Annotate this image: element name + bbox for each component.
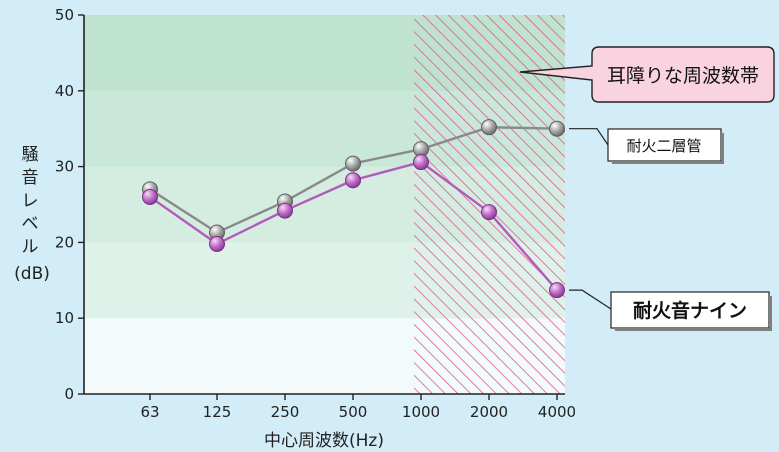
legend-series-1-box xyxy=(607,128,722,162)
legend-series-2-box xyxy=(610,291,770,329)
legend-series-2-shadow xyxy=(615,328,772,331)
y-axis-unit: (dB) xyxy=(14,264,50,284)
x-tick-label: 63 xyxy=(140,403,159,421)
x-tick-label: 250 xyxy=(271,403,300,421)
y-tick-label: 10 xyxy=(55,309,74,327)
y-tick-label: 0 xyxy=(64,385,74,403)
x-tick-label: 500 xyxy=(339,403,368,421)
legend-series-1: 耐火二層管 xyxy=(569,128,724,164)
y-axis-title-char: 騒 xyxy=(22,145,39,165)
data-point xyxy=(549,282,565,299)
legend-series-2-pointer xyxy=(569,289,612,310)
y-tick-label: 50 xyxy=(55,6,74,24)
legend-series-1-shadow xyxy=(721,133,724,164)
band-callout-label: 耳障りな周波数帯 xyxy=(607,65,759,87)
data-point xyxy=(549,120,565,137)
y-axis-title-char: ル xyxy=(22,237,39,257)
y-axis-title-char: レ xyxy=(22,191,39,211)
x-tick-label: 1000 xyxy=(402,403,440,421)
y-tick-label: 40 xyxy=(55,82,74,100)
tick-labels: 0 10 20 30 40 50 63 125 250 500 1000 2000 4000 xyxy=(55,6,576,421)
y-axis-title-char: 音 xyxy=(22,168,39,188)
y-tick-label: 20 xyxy=(55,233,74,251)
series-layer xyxy=(142,119,565,299)
data-point xyxy=(209,235,225,252)
y-axis-title-char: ベ xyxy=(22,214,39,234)
data-point xyxy=(413,154,429,171)
x-tick-label: 4000 xyxy=(538,403,576,421)
x-axis-title: 中心周波数(Hz) xyxy=(264,431,384,451)
legend-series-2-label: 耐火音ナイン xyxy=(633,299,747,322)
legend-series-1-shadow xyxy=(612,161,724,164)
x-tick-label: 125 xyxy=(203,403,232,421)
axes xyxy=(83,15,565,395)
band-callout: 耳障りな周波数帯 xyxy=(519,46,775,103)
data-point xyxy=(345,172,361,189)
series-2 xyxy=(142,154,565,299)
data-point xyxy=(481,204,497,221)
data-point xyxy=(481,119,497,136)
legend-series-1-pointer xyxy=(569,128,609,146)
x-tick-label: 2000 xyxy=(470,403,508,421)
legend-series-2-shadow xyxy=(769,296,772,331)
band-callout-box xyxy=(519,46,775,103)
legend-series-2: 耐火音ナイン xyxy=(569,289,772,331)
data-point xyxy=(142,188,158,205)
data-point xyxy=(345,155,361,172)
legend-series-1-label: 耐火二層管 xyxy=(626,137,701,155)
y-tick-label: 30 xyxy=(55,158,74,176)
data-point xyxy=(277,202,293,219)
